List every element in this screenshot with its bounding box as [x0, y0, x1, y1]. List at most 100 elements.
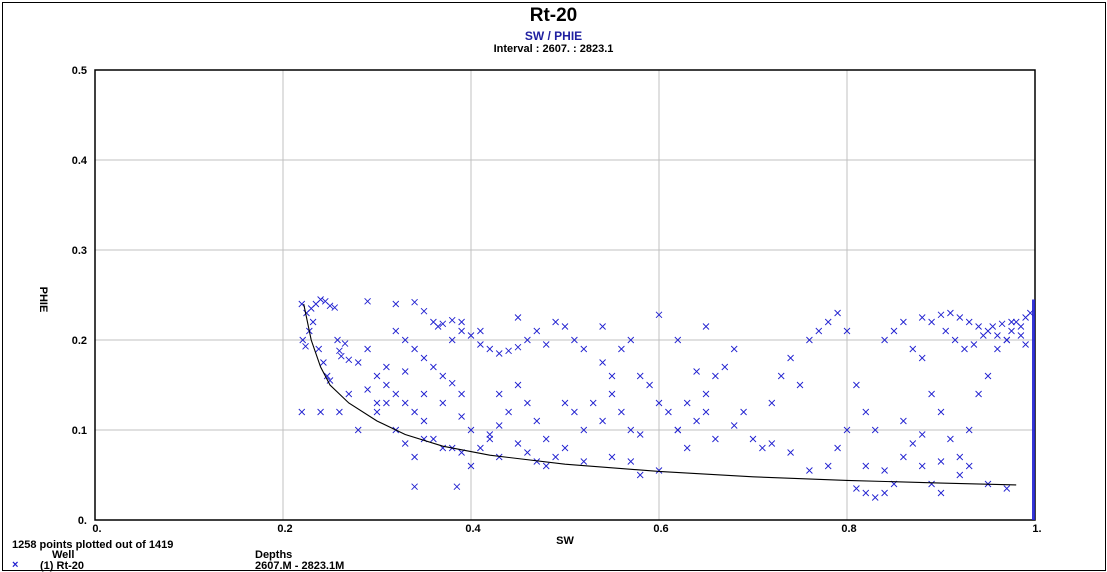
- data-point: [787, 449, 794, 456]
- data-point: [951, 336, 959, 344]
- y-tick-label: 0.3: [72, 245, 87, 257]
- data-point: [364, 345, 371, 353]
- data-point: [998, 320, 1006, 328]
- data-point: [759, 444, 766, 452]
- y-axis-label: PHIE: [37, 287, 49, 313]
- data-point: [533, 417, 541, 425]
- data-point: [486, 345, 494, 353]
- data-point: [956, 314, 964, 321]
- data-point: [458, 390, 465, 398]
- data-point: [1022, 341, 1029, 348]
- data-point: [834, 309, 841, 317]
- data-point: [317, 408, 324, 416]
- data-point-cluster: [1032, 299, 1035, 520]
- data-point: [542, 462, 550, 470]
- data-point: [655, 399, 663, 407]
- data-point: [420, 417, 428, 425]
- data-point: [580, 458, 588, 465]
- data-point: [918, 354, 926, 362]
- legend-entry: (1) Rt-20: [40, 560, 85, 572]
- data-point: [453, 483, 461, 491]
- data-point: [336, 408, 343, 416]
- data-point: [961, 345, 968, 353]
- data-point: [871, 426, 879, 434]
- data-point: [302, 342, 309, 350]
- data-point: [918, 431, 926, 438]
- data-point: [448, 379, 456, 387]
- data-point: [467, 426, 475, 434]
- data-point: [730, 345, 738, 353]
- interval-label: Interval : 2607. : 2823.1: [493, 43, 614, 55]
- x-axis-label: SW: [556, 535, 574, 547]
- data-point: [505, 347, 512, 355]
- data-points: [298, 296, 1035, 520]
- data-point: [721, 363, 729, 371]
- data-point: [580, 426, 588, 434]
- data-point: [467, 332, 475, 339]
- data-point: [401, 440, 409, 447]
- data-point: [627, 458, 635, 465]
- data-point: [636, 431, 644, 438]
- data-point: [881, 467, 888, 474]
- data-point: [787, 354, 794, 362]
- data-point: [326, 302, 334, 310]
- data-point: [364, 297, 371, 305]
- data-point: [354, 359, 362, 366]
- y-tick-label: 0.5: [72, 65, 87, 77]
- data-point: [439, 320, 447, 328]
- data-point: [495, 422, 503, 429]
- data-point: [693, 417, 700, 425]
- data-point: [937, 489, 945, 497]
- data-point: [524, 336, 531, 344]
- data-point: [740, 408, 747, 416]
- data-point: [448, 316, 456, 324]
- data-point: [458, 413, 465, 420]
- grid: [95, 70, 1035, 520]
- data-point: [984, 372, 992, 380]
- data-point: [1008, 327, 1015, 335]
- data-point: [843, 327, 851, 335]
- y-axis-ticks: 0. 0.1 0.2 0.3 0.4 0.5: [72, 65, 88, 527]
- data-point: [580, 345, 588, 353]
- data-point: [524, 449, 531, 456]
- data-point: [373, 399, 381, 407]
- data-point: [1017, 323, 1025, 330]
- data-point: [881, 336, 888, 344]
- x-tick-label: 0.6: [653, 523, 668, 535]
- data-point: [411, 345, 418, 353]
- data-point: [486, 431, 494, 438]
- data-point: [401, 399, 409, 407]
- data-point: [665, 408, 672, 416]
- data-point: [383, 381, 390, 389]
- data-point: [994, 345, 1001, 353]
- data-point: [505, 408, 512, 416]
- data-point: [420, 307, 428, 315]
- data-point: [956, 471, 964, 479]
- data-point: [777, 372, 785, 380]
- data-point: [561, 323, 569, 330]
- data-point: [796, 381, 804, 389]
- data-point: [806, 336, 813, 344]
- data-point: [411, 408, 418, 416]
- data-point: [618, 408, 625, 416]
- data-point: [336, 347, 343, 355]
- data-point: [702, 323, 710, 330]
- legend-x-icon: ×: [12, 559, 19, 571]
- data-point: [315, 345, 323, 353]
- data-point: [411, 298, 418, 306]
- data-point: [768, 440, 776, 447]
- data-point: [768, 399, 776, 407]
- data-point: [608, 372, 616, 380]
- data-point: [674, 426, 682, 434]
- data-point: [495, 390, 503, 398]
- data-point: [881, 489, 888, 497]
- data-point: [401, 336, 409, 344]
- data-point: [655, 311, 663, 319]
- data-point: [345, 390, 353, 398]
- data-point: [467, 462, 475, 470]
- data-point: [341, 340, 349, 347]
- data-point: [947, 435, 954, 443]
- data-point: [824, 462, 832, 470]
- data-point: [373, 372, 381, 380]
- data-point: [712, 435, 719, 443]
